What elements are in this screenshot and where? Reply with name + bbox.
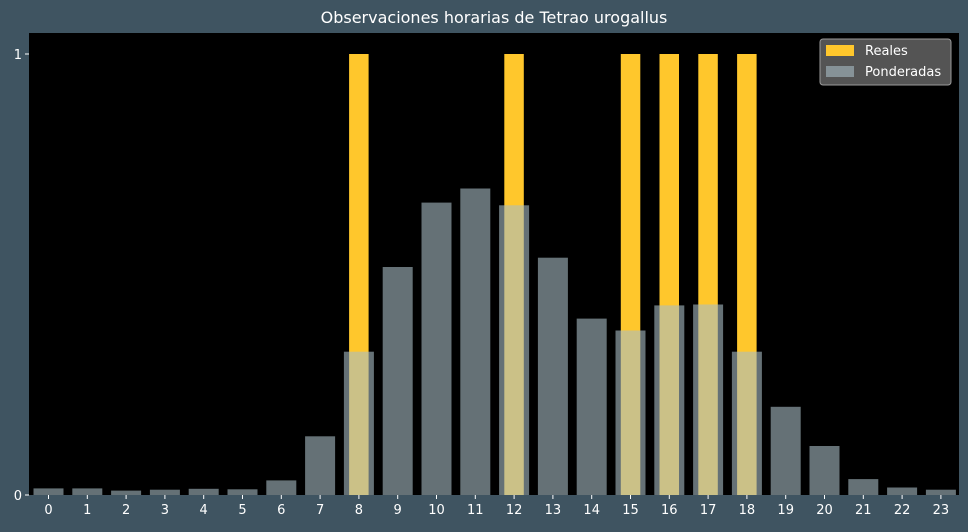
x-tick-label-4: 4 <box>200 503 208 518</box>
x-tick-label-13: 13 <box>545 503 562 518</box>
bar-ponderadas-11 <box>460 188 491 495</box>
bar-ponderadas-7 <box>305 436 336 495</box>
x-tick-label-18: 18 <box>739 503 756 518</box>
series-ponderadas-bars <box>33 188 956 496</box>
bar-ponderadas-19 <box>770 406 801 495</box>
x-tick-label-11: 11 <box>467 503 484 518</box>
bar-ponderadas-15 <box>615 330 646 495</box>
bar-ponderadas-8 <box>343 351 374 495</box>
x-axis: 0 1 2 3 4 5 6 7 8 9 10 11 12 13 14 15 16 17 18 19 20 21 22 23 <box>44 495 949 518</box>
x-tick-label-12: 12 <box>506 503 523 518</box>
bar-ponderadas-17 <box>693 304 724 495</box>
y-tick-label-0: 0 <box>14 489 22 504</box>
x-tick-label-5: 5 <box>238 503 246 518</box>
bar-ponderadas-1 <box>72 488 103 495</box>
x-tick-label-19: 19 <box>777 503 794 518</box>
bar-ponderadas-0 <box>33 488 64 495</box>
x-tick-label-1: 1 <box>83 503 91 518</box>
x-tick-label-23: 23 <box>933 503 950 518</box>
bar-ponderadas-22 <box>887 487 918 495</box>
bar-ponderadas-13 <box>537 257 568 495</box>
bar-ponderadas-3 <box>149 489 180 495</box>
x-tick-label-21: 21 <box>855 503 872 518</box>
x-tick-label-6: 6 <box>277 503 285 518</box>
x-tick-label-9: 9 <box>394 503 402 518</box>
x-tick-label-17: 17 <box>700 503 717 518</box>
legend-label-ponderadas: Ponderadas <box>865 65 941 80</box>
x-tick-label-8: 8 <box>355 503 363 518</box>
bar-ponderadas-2 <box>111 490 142 495</box>
plot-area <box>29 33 959 495</box>
bar-ponderadas-16 <box>654 305 685 495</box>
y-axis: 01 <box>14 48 29 504</box>
bar-ponderadas-6 <box>266 480 297 495</box>
legend-swatch-reales <box>826 45 854 56</box>
x-tick-label-14: 14 <box>583 503 600 518</box>
y-tick-label-1: 1 <box>14 48 22 63</box>
x-tick-label-16: 16 <box>661 503 678 518</box>
x-tick-label-2: 2 <box>122 503 130 518</box>
x-tick-label-20: 20 <box>816 503 833 518</box>
bar-ponderadas-14 <box>576 318 607 495</box>
legend-label-reales: Reales <box>865 44 908 59</box>
x-tick-label-10: 10 <box>428 503 445 518</box>
legend: Reales Ponderadas <box>819 38 952 86</box>
x-tick-label-7: 7 <box>316 503 324 518</box>
x-tick-label-3: 3 <box>161 503 169 518</box>
bar-ponderadas-9 <box>382 267 413 495</box>
bar-ponderadas-4 <box>188 488 219 495</box>
bar-ponderadas-21 <box>848 479 879 495</box>
bar-ponderadas-20 <box>809 446 840 495</box>
x-tick-label-0: 0 <box>44 503 52 518</box>
x-tick-label-22: 22 <box>894 503 911 518</box>
bar-ponderadas-5 <box>227 489 258 495</box>
bar-ponderadas-12 <box>499 205 530 496</box>
bar-ponderadas-23 <box>925 489 956 495</box>
bar-ponderadas-10 <box>421 202 452 495</box>
chart-title: Observaciones horarias de Tetrao urogall… <box>321 8 668 27</box>
legend-swatch-ponderadas <box>826 66 854 77</box>
x-tick-label-15: 15 <box>622 503 639 518</box>
bar-ponderadas-18 <box>731 351 762 495</box>
